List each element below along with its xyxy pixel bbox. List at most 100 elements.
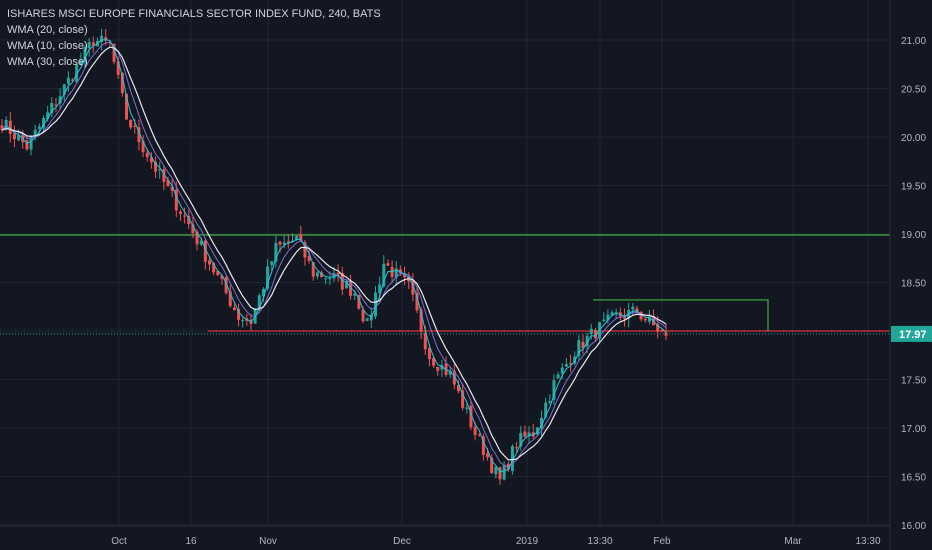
candle-body (191, 224, 195, 234)
legend-wma-20[interactable]: WMA (20, close) (7, 24, 88, 36)
candle-body (415, 292, 419, 311)
candle-body (199, 240, 203, 245)
candle-body (116, 61, 120, 75)
candle-body (473, 426, 477, 435)
candle-body (174, 189, 178, 211)
last-price-label: 17.97 (899, 329, 927, 341)
candle-body (510, 446, 514, 471)
time-tick-label: Feb (653, 536, 671, 547)
price-tick-label: 17.00 (901, 424, 926, 435)
candle-body (411, 280, 415, 295)
candle-body (589, 328, 593, 335)
candle-body (25, 140, 29, 150)
candle-body (241, 320, 245, 322)
candle-body (58, 96, 62, 104)
candle-body (432, 357, 436, 366)
candle-body (46, 112, 50, 120)
candle-body (374, 292, 377, 317)
candle-body (581, 341, 585, 349)
candle-body (448, 370, 452, 375)
candle-body (307, 255, 311, 262)
time-tick-label: Mar (784, 536, 802, 547)
candle-body (50, 102, 54, 114)
candle-body (465, 407, 469, 409)
candle-body (100, 35, 104, 43)
candle-body (436, 366, 440, 371)
candle-body (556, 374, 560, 379)
price-tick-label: 16.50 (901, 473, 926, 484)
chart-legend: ISHARES MSCI EUROPE FINANCIALS SECTOR IN… (7, 6, 381, 70)
price-tick-label: 19.00 (901, 230, 926, 241)
candle-body (639, 311, 643, 320)
candle-body (220, 275, 224, 279)
legend-wma-10[interactable]: WMA (10, close) (7, 40, 88, 52)
candle-body (569, 363, 573, 365)
candle-body (266, 266, 270, 289)
time-tick-label: Dec (393, 536, 411, 547)
candle-body (457, 384, 460, 392)
candle-body (137, 127, 141, 143)
candle-body (444, 363, 448, 375)
candle-body (87, 42, 91, 49)
time-tick-label: Oct (111, 536, 127, 547)
candle-body (515, 447, 519, 449)
candle-body (274, 242, 278, 262)
candle-body (141, 140, 145, 153)
price-tick-label: 19.50 (901, 182, 926, 193)
candle-body (187, 215, 191, 225)
candle-body (353, 293, 357, 296)
candle-body (440, 365, 444, 370)
last-price-tag (891, 325, 932, 342)
rectangle-drawing[interactable] (593, 299, 769, 331)
candle-body (195, 231, 199, 245)
candle-body (232, 307, 236, 311)
price-tick-label: 20.00 (901, 133, 926, 144)
time-axis[interactable]: Oct 16 Nov Dec 2019 13:30 Feb Mar 13:30 (0, 525, 890, 547)
moving-averages (1, 39, 667, 473)
candle-body (423, 332, 427, 350)
price-tick-label: 17.50 (901, 376, 926, 387)
candle-body (328, 278, 332, 280)
candle-body (540, 417, 543, 429)
candle-body (162, 169, 166, 182)
candle-body (178, 211, 182, 214)
drawing-levels[interactable] (0, 234, 890, 335)
candle-body (291, 240, 294, 242)
candle-body (183, 215, 187, 217)
wma-line-30 (1, 46, 667, 461)
candle-body (295, 235, 299, 240)
candle-body (228, 291, 232, 307)
candle-body (208, 260, 211, 265)
candle-body (531, 432, 535, 437)
candle-body (606, 314, 610, 321)
candle-body (647, 316, 651, 322)
candle-body (203, 240, 207, 262)
candle-body (166, 179, 170, 187)
candle-body (602, 319, 606, 322)
candle-body (486, 453, 490, 458)
candle-body (257, 295, 261, 309)
candle-body (593, 329, 597, 339)
time-tick-label: 13:30 (855, 536, 880, 547)
grid (0, 0, 890, 526)
legend-wma-30[interactable]: WMA (30, close) (7, 56, 88, 68)
time-tick-label: Nov (259, 536, 277, 547)
candle-body (12, 133, 16, 140)
candle-body (577, 340, 581, 356)
price-axis[interactable]: 21.0020.5020.0019.5019.0018.5018.0017.50… (889, 0, 932, 550)
candle-body (419, 309, 423, 332)
candle-body (270, 261, 274, 265)
candle-body (585, 335, 589, 347)
candle-body (158, 169, 162, 171)
candle-body (320, 272, 324, 278)
price-tick-label: 20.50 (901, 85, 926, 96)
candle-body (564, 364, 568, 367)
candle-body (108, 42, 112, 44)
candle-body (0, 125, 4, 131)
candle-body (311, 262, 315, 277)
candle-body (369, 314, 373, 321)
candle-body (261, 289, 265, 297)
candle-body (573, 356, 577, 364)
candle-body (344, 281, 348, 289)
